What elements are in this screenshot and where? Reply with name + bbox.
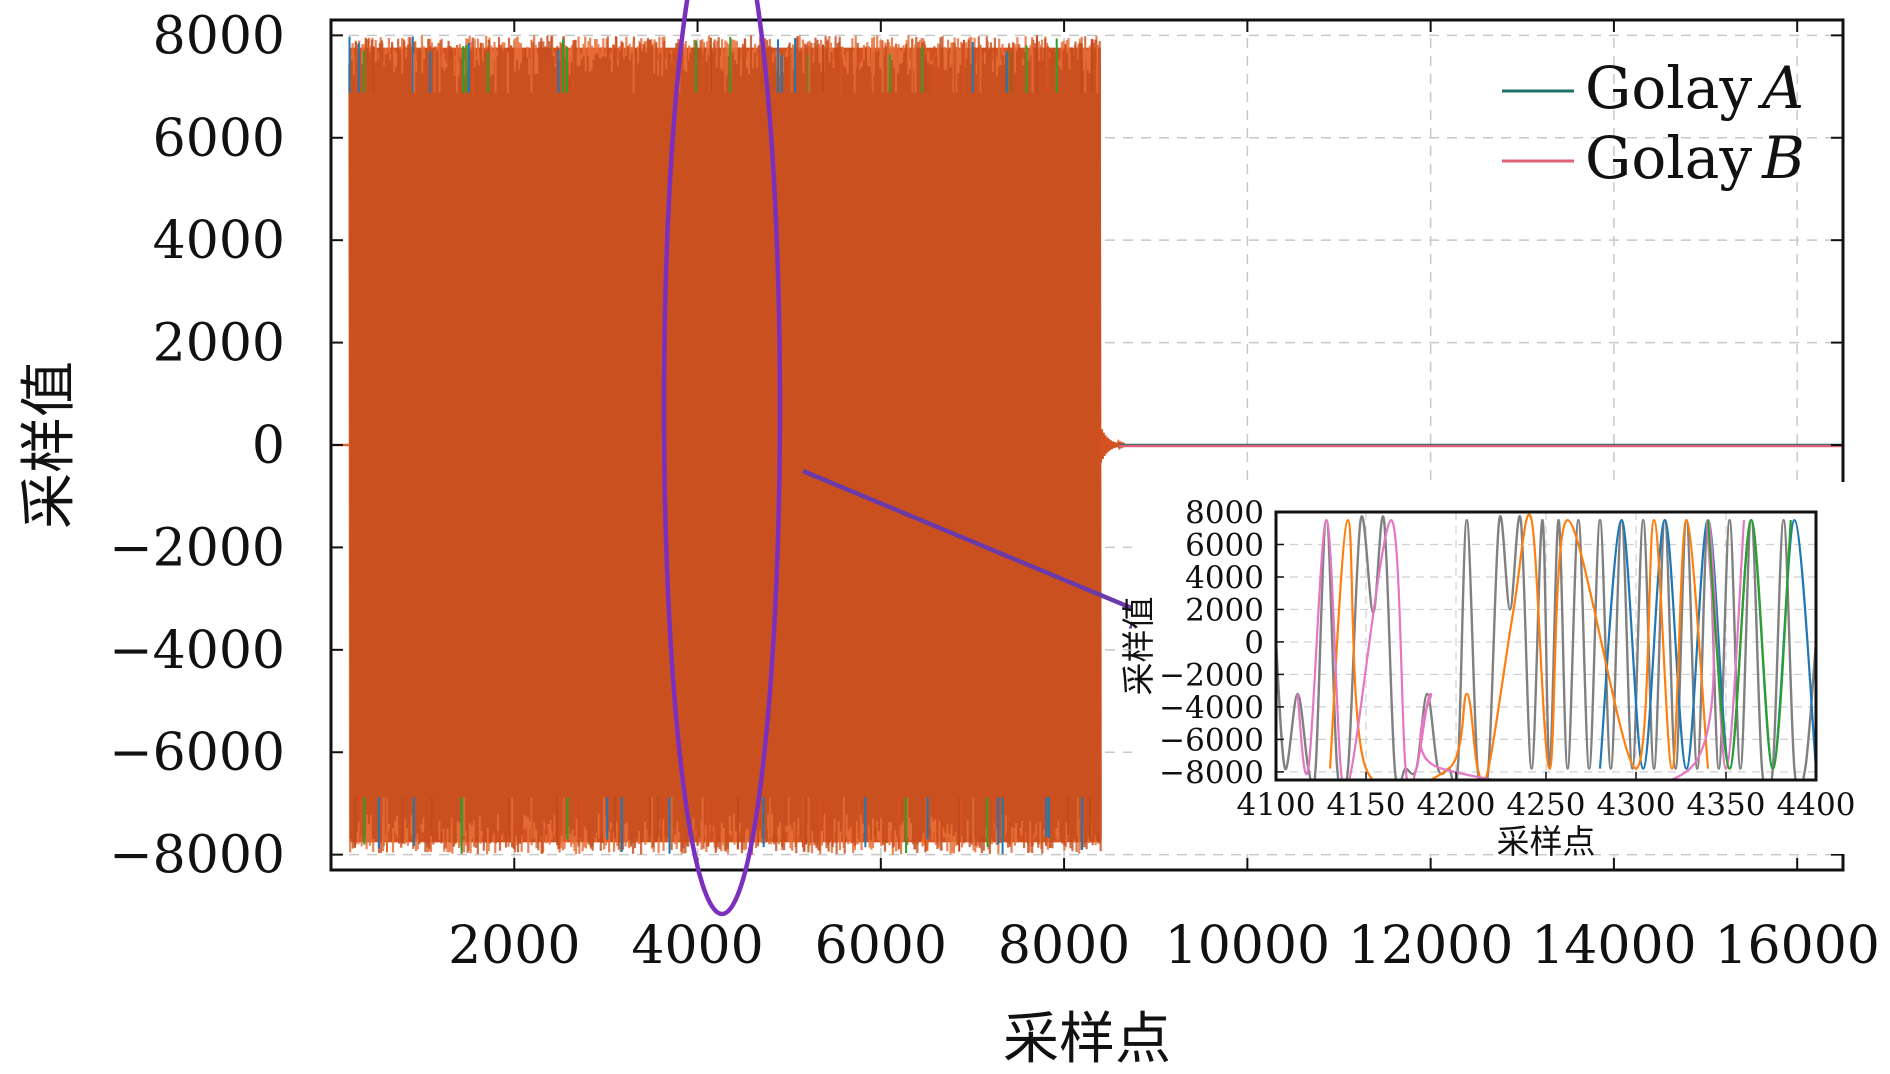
legend-label-golay-b: Golay B <box>1585 124 1805 192</box>
highlight-ellipse <box>661 0 783 917</box>
inset-x-tick-label: 4400 <box>1777 787 1856 823</box>
inset-y-tick-label: 4000 <box>1185 560 1264 596</box>
main-plot-area <box>331 35 1843 855</box>
inset-x-axis-label: 采样点 <box>1497 822 1596 861</box>
main-y-axis-label: 采样值 <box>17 361 82 529</box>
legend: Golay A Golay B <box>1502 54 1805 192</box>
main-series-golay-b-trace <box>348 35 1102 855</box>
main-x-tick-label: 4000 <box>631 916 763 976</box>
inset-y-tick-label: 8000 <box>1185 495 1264 531</box>
main-x-tick-label: 8000 <box>998 916 1130 976</box>
inset-y-tick-label: −6000 <box>1159 722 1264 758</box>
inset-y-tick-label: 0 <box>1244 625 1264 661</box>
zoom-arrow <box>802 468 1174 629</box>
main-y-tick-label: −2000 <box>109 518 285 578</box>
main-y-tick-label: −6000 <box>109 723 285 783</box>
inset-y-tick-label: −2000 <box>1159 657 1264 693</box>
main-y-tick-label: 2000 <box>153 314 285 374</box>
main-y-tick-label: 4000 <box>153 211 285 271</box>
main-y-tick-label: −8000 <box>109 826 285 886</box>
inset-plot-area <box>1276 513 1816 780</box>
inset-y-axis-label: 采样值 <box>1119 597 1158 696</box>
inset-x-tick-label: 4100 <box>1237 787 1316 823</box>
main-y-tick-label: 6000 <box>153 109 285 169</box>
main-y-tick-label: −4000 <box>109 621 285 681</box>
inset-x-axis: 4100 4150 4200 4250 4300 4350 4400 <box>1237 772 1856 823</box>
main-y-tick-label: 8000 <box>153 6 285 66</box>
inset-x-tick-label: 4150 <box>1327 787 1406 823</box>
main-x-tick-label: 14000 <box>1531 916 1696 976</box>
inset-x-tick-label: 4350 <box>1687 787 1766 823</box>
inset-y-tick-label: 6000 <box>1185 527 1264 563</box>
inset-series-2-line <box>1328 513 1710 780</box>
main-x-tick-label: 16000 <box>1714 916 1879 976</box>
main-x-axis: 2000 4000 6000 8000 10000 12000 14000 16000 <box>448 20 1880 976</box>
legend-label-golay-a: Golay A <box>1585 54 1804 122</box>
inset-y-tick-label: −8000 <box>1159 755 1264 791</box>
inset-x-tick-label: 4300 <box>1597 787 1676 823</box>
inset-x-tick-label: 4200 <box>1417 787 1496 823</box>
main-x-tick-label: 12000 <box>1348 916 1513 976</box>
main-y-tick-label: 0 <box>252 416 285 476</box>
inset-series-4-line <box>1706 518 1792 770</box>
main-x-tick-label: 6000 <box>815 916 947 976</box>
main-x-axis-label: 采样点 <box>1003 1007 1171 1072</box>
inset-x-tick-label: 4250 <box>1507 787 1586 823</box>
inset-y-tick-label: −4000 <box>1159 690 1264 726</box>
inset-y-tick-label: 2000 <box>1185 592 1264 628</box>
main-x-tick-label: 2000 <box>448 916 580 976</box>
main-x-tick-label: 10000 <box>1165 916 1330 976</box>
